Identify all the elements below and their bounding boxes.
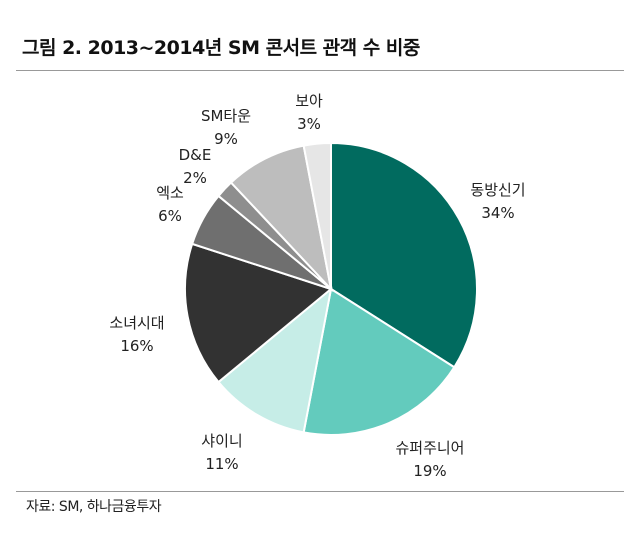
slice-value-label: 11%	[205, 455, 238, 473]
slice-label: 소녀시대	[109, 314, 164, 332]
chart-title: 그림 2. 2013~2014년 SM 콘서트 관객 수 비중	[22, 37, 420, 59]
slice-label: 엑소	[156, 184, 184, 202]
slice-value-label: 2%	[183, 169, 207, 187]
slice-label: 동방신기	[470, 181, 525, 199]
source-note: 자료: SM, 하나금융투자	[26, 499, 162, 515]
pie-slice-3	[184, 242, 334, 384]
pie-slice-2	[217, 286, 333, 434]
title-divider	[16, 70, 624, 71]
slice-label: SM타운	[201, 107, 251, 125]
slice-value-label: 6%	[158, 207, 182, 225]
slice-value-label: 34%	[481, 204, 514, 222]
slice-value-label: 16%	[120, 337, 153, 355]
slice-label: 샤이니	[201, 432, 242, 450]
slice-value-label: 3%	[297, 115, 321, 133]
slice-label: D&E	[179, 146, 212, 164]
slice-value-label: 9%	[214, 130, 238, 148]
pie-slice-6	[229, 144, 333, 293]
slice-value-label: 19%	[413, 462, 446, 480]
source-divider	[16, 491, 624, 492]
pie-slice-1	[302, 287, 456, 436]
slice-label: 보아	[295, 92, 323, 110]
slice-label: 슈퍼주니어	[395, 439, 464, 457]
pie-slice-7	[302, 141, 332, 290]
